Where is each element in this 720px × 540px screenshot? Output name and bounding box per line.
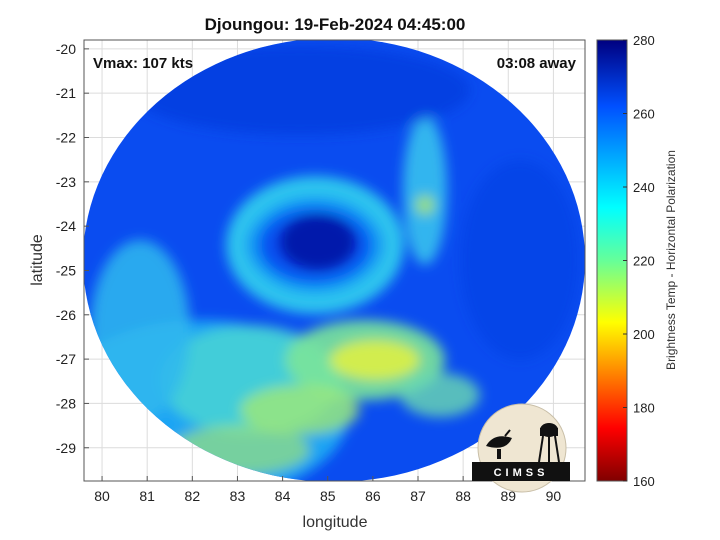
x-tick-label: 89 [500,488,516,504]
colorbar [596,39,628,482]
eastern-rainband-spot [415,195,435,215]
northern-cold-region [130,45,470,135]
colorbar-tick-label: 200 [633,327,655,342]
eyewall-ring [226,176,404,314]
brightness-temp-swath [84,40,585,481]
x-axis-ticks: 80 81 82 83 84 85 86 87 88 89 90 [94,476,561,504]
cimss-logo: CIMSS [472,403,570,493]
colorbar-tick-label: 260 [633,107,655,122]
y-tick-label: -29 [56,440,76,456]
x-tick-label: 86 [365,488,381,504]
x-tick-label: 87 [410,488,426,504]
x-tick-label: 80 [94,488,110,504]
eastern-rainband [403,115,447,265]
x-tick-label: 88 [455,488,471,504]
x-tick-label: 83 [230,488,246,504]
warm-band-core [330,340,420,380]
eyewall-inner [249,197,381,293]
colorbar-tick-label: 240 [633,180,655,195]
x-tick-label: 90 [546,488,562,504]
x-axis-label: longitude [303,514,368,531]
y-tick-label: -23 [56,174,76,190]
warm-band-south [240,385,360,435]
colorbar-label: Brightness Temp - Horizontal Polarizatio… [664,150,678,370]
vmax-annotation: Vmax: 107 kts [93,55,193,72]
chart-title: Djoungou: 19-Feb-2024 04:45:00 [205,15,466,34]
y-tick-label: -22 [56,130,76,146]
colorbar-tick-label: 180 [633,401,655,416]
y-tick-label: -27 [56,351,76,367]
x-tick-label: 81 [139,488,155,504]
y-axis-ticks: -20 -21 -22 -23 -24 -25 -26 -27 -28 -29 [56,41,89,456]
logo-tower [538,423,560,463]
x-tick-label: 82 [185,488,201,504]
y-tick-label: -28 [56,395,76,411]
logo-ground [472,462,570,481]
y-axis-label: latitude [29,234,46,286]
logo-dish [486,436,512,448]
x-tick-label: 84 [275,488,291,504]
y-tick-label: -24 [56,218,76,234]
y-tick-label: -20 [56,41,76,57]
time-away-annotation: 03:08 away [497,55,577,72]
colorbar-ticks: 280 260 240 220 200 180 160 [623,33,655,489]
x-tick-label: 85 [320,488,336,504]
y-tick-label: -26 [56,307,76,323]
northeast-cold-region [460,160,580,360]
y-tick-label: -21 [56,85,76,101]
plot-border [83,39,586,482]
colorbar-tick-label: 280 [633,33,655,48]
warm-band-east [400,373,480,417]
eye [280,214,356,270]
y-tick-label: -25 [56,262,76,278]
colorbar-tick-label: 160 [633,474,655,489]
colorbar-tick-label: 220 [633,254,655,269]
logo-text: CIMSS [494,467,549,479]
